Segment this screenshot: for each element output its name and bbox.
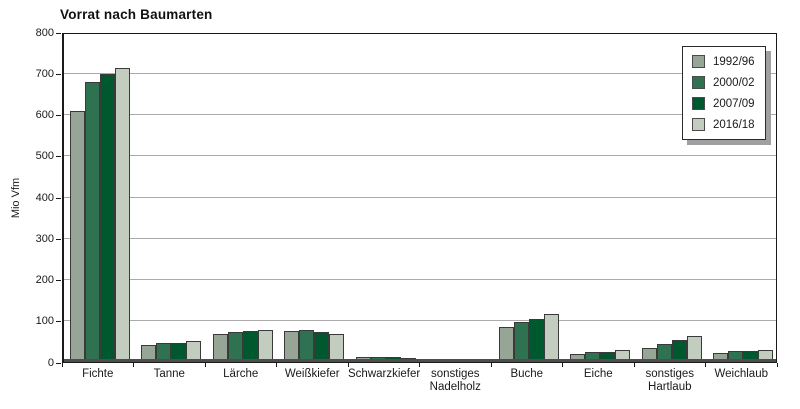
x-axis-tick-mark bbox=[633, 363, 635, 367]
y-axis-tick-mark bbox=[56, 238, 61, 240]
bar-buche-2016-18 bbox=[543, 314, 559, 362]
bar-lärche-2016-18 bbox=[257, 330, 273, 362]
bar-lärche-1992-96 bbox=[212, 334, 228, 362]
bar-weißkiefer-2007-09 bbox=[314, 332, 330, 362]
bar-tanne-1992-96 bbox=[141, 345, 157, 362]
y-axis-tick-mark bbox=[56, 197, 61, 199]
x-axis-category-label: Tanne bbox=[153, 368, 185, 380]
bar-weichlaub-1992-96 bbox=[713, 353, 729, 362]
y-axis-tick-label: 400 bbox=[35, 191, 54, 204]
legend: 1992/96 2000/02 2007/09 2016/18 bbox=[682, 46, 766, 140]
y-axis-tick-label: 300 bbox=[35, 232, 54, 245]
y-axis-tick-mark bbox=[56, 156, 61, 158]
x-axis-tick-mark bbox=[204, 363, 206, 367]
legend-item: 2000/02 bbox=[692, 76, 755, 89]
x-axis-tick-mark bbox=[419, 363, 420, 367]
gridline bbox=[64, 279, 776, 280]
x-axis-category-label: sonstiges Hartlaub bbox=[645, 368, 695, 393]
bar-fichte-2016-18 bbox=[114, 68, 130, 362]
x-axis-category-label: sonstiges Nadelholz bbox=[429, 368, 481, 393]
bar-sonstiges-hartlaub-2016-18 bbox=[686, 336, 702, 362]
bar-sonstiges-hartlaub-2000-02 bbox=[656, 344, 672, 362]
x-axis-category-label: Schwarzkiefer bbox=[348, 368, 421, 380]
chart-title: Vorrat nach Baumarten bbox=[60, 7, 213, 22]
y-axis-tick-label: 100 bbox=[35, 315, 54, 328]
legend-item-label: 2000/02 bbox=[713, 76, 755, 89]
bar-lärche-2000-02 bbox=[227, 332, 243, 362]
legend-swatch bbox=[692, 76, 705, 89]
x-axis-tick-mark bbox=[133, 363, 134, 367]
x-axis-category-label: Weichlaub bbox=[714, 368, 769, 380]
legend-swatch bbox=[692, 55, 705, 68]
gridline bbox=[64, 72, 776, 74]
y-axis-tick-mark bbox=[56, 362, 61, 364]
bar-tanne-2016-18 bbox=[186, 341, 202, 362]
bar-weichlaub-2000-02 bbox=[728, 351, 744, 362]
y-axis-tick-label: 500 bbox=[35, 150, 54, 163]
x-axis-category-label: Buche bbox=[510, 368, 544, 380]
bar-tanne-2000-02 bbox=[156, 343, 172, 362]
gridline bbox=[64, 320, 776, 322]
legend-item-label: 2016/18 bbox=[713, 118, 755, 131]
bar-eiche-1992-96 bbox=[570, 354, 586, 362]
bar-buche-2000-02 bbox=[513, 322, 529, 362]
y-axis-tick-mark bbox=[56, 73, 61, 75]
x-axis-tick-mark bbox=[61, 363, 63, 367]
bar-tanne-2007-09 bbox=[171, 343, 187, 362]
y-axis-tick-mark bbox=[56, 321, 61, 323]
bar-fichte-1992-96 bbox=[69, 111, 85, 362]
bar-fichte-2000-02 bbox=[84, 82, 100, 362]
bar-sonstiges-hartlaub-2007-09 bbox=[671, 340, 687, 362]
x-axis-tick-mark bbox=[347, 363, 349, 367]
legend-item-label: 1992/96 bbox=[713, 55, 755, 68]
y-axis-tick-mark bbox=[56, 280, 61, 281]
legend-item: 2016/18 bbox=[692, 118, 755, 131]
x-axis-tick-mark bbox=[705, 363, 706, 367]
y-axis-tick-label: 0 bbox=[47, 356, 54, 369]
x-axis-tick-mark bbox=[776, 363, 778, 367]
y-axis-tick-mark bbox=[56, 115, 61, 116]
plot-area bbox=[62, 33, 777, 363]
x-axis-tick-mark bbox=[562, 363, 563, 367]
x-axis-category-label: Lärche bbox=[223, 368, 259, 380]
y-axis-tick-label: 600 bbox=[35, 109, 54, 121]
legend-item: 2007/09 bbox=[692, 97, 755, 110]
y-axis-tick-mark bbox=[56, 32, 61, 34]
y-axis-tick-label: 800 bbox=[35, 26, 54, 39]
x-axis-category-label: Eiche bbox=[583, 368, 613, 380]
y-axis-tick-label: 200 bbox=[35, 274, 54, 286]
bar-buche-1992-96 bbox=[498, 327, 514, 362]
bar-sonstiges-hartlaub-1992-96 bbox=[641, 348, 657, 362]
y-axis-tick-label: 700 bbox=[35, 67, 54, 80]
bar-weißkiefer-2000-02 bbox=[299, 330, 315, 362]
x-axis-tick-mark bbox=[276, 363, 277, 367]
bar-weichlaub-2007-09 bbox=[743, 351, 759, 362]
gridline bbox=[64, 155, 776, 157]
bar-buche-2007-09 bbox=[528, 319, 544, 362]
legend-item-label: 2007/09 bbox=[713, 97, 755, 110]
legend-swatch bbox=[692, 118, 705, 131]
x-axis-category-label: Fichte bbox=[82, 368, 114, 380]
gridline bbox=[64, 196, 776, 198]
bar-lärche-2007-09 bbox=[242, 331, 258, 362]
bar-fichte-2007-09 bbox=[99, 74, 115, 362]
bar-weißkiefer-2016-18 bbox=[329, 334, 345, 362]
x-axis-category-label: Weißkiefer bbox=[284, 368, 340, 380]
legend-swatch bbox=[692, 97, 705, 110]
x-axis-tick-mark bbox=[490, 363, 492, 367]
bar-weißkiefer-1992-96 bbox=[284, 331, 300, 362]
gridline bbox=[64, 237, 776, 239]
gridline bbox=[64, 114, 776, 115]
x-axis-baseline bbox=[64, 359, 776, 362]
bar-eiche-2000-02 bbox=[585, 352, 601, 362]
legend-item: 1992/96 bbox=[692, 55, 755, 68]
bar-eiche-2007-09 bbox=[600, 352, 616, 362]
